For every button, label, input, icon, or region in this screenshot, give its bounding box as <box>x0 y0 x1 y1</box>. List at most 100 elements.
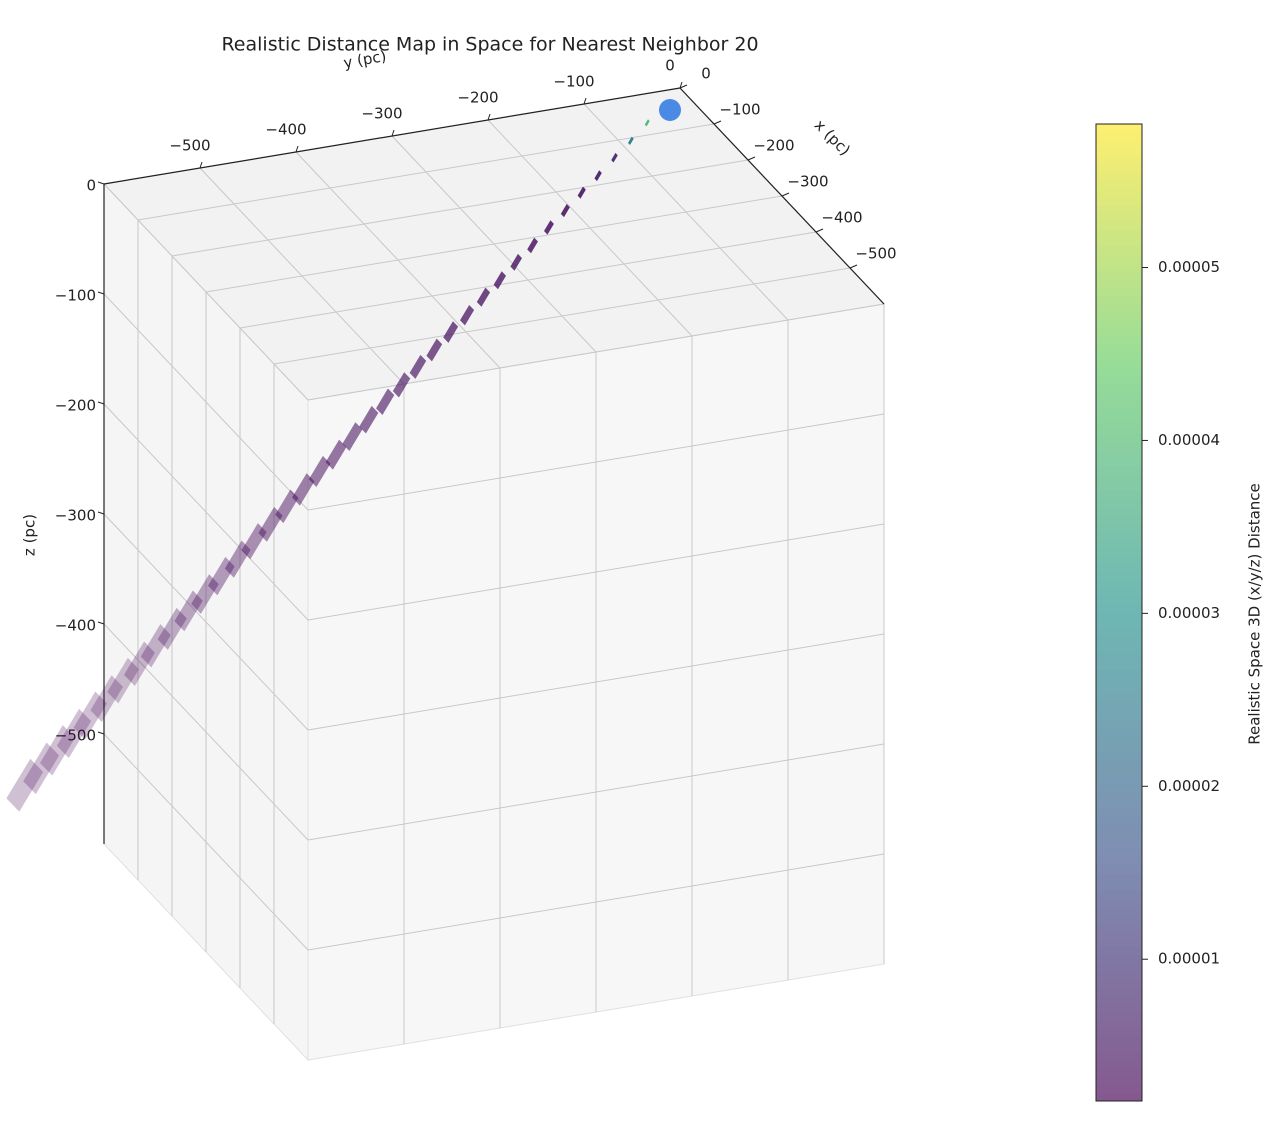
tick-mark <box>97 401 105 405</box>
tick-mark <box>679 84 688 89</box>
colorbar-segment <box>1096 856 1142 866</box>
data-point <box>40 725 76 776</box>
x-tick-label: 0 <box>701 65 711 83</box>
colorbar-segment <box>1096 783 1142 793</box>
colorbar-segment <box>1096 376 1142 386</box>
tick-mark <box>97 181 105 185</box>
grid-line <box>391 135 597 353</box>
colorbar <box>1096 124 1142 1102</box>
y-tick-label: −500 <box>169 137 210 155</box>
colorbar-segment <box>1096 750 1142 760</box>
colorbar-segment <box>1096 180 1142 190</box>
colorbar-segment <box>1096 970 1142 980</box>
data-point <box>157 607 187 650</box>
data-point <box>325 439 347 470</box>
data-point <box>460 304 475 326</box>
data-point <box>544 220 554 235</box>
colorbar-segment <box>1096 921 1142 931</box>
colorbar-segment <box>1096 1052 1142 1061</box>
colorbar-segment <box>1096 449 1142 459</box>
grid-line <box>103 513 309 731</box>
colorbar-segment <box>1096 848 1142 858</box>
data-point <box>594 170 602 182</box>
colorbar-segment <box>1096 400 1142 410</box>
data-point <box>107 657 139 704</box>
colorbar-segment <box>1096 954 1142 964</box>
colorbar-segment <box>1096 824 1142 833</box>
colorbar-segment <box>1096 221 1142 231</box>
colorbar-segment <box>1096 596 1142 605</box>
colorbar-segment <box>1096 303 1142 312</box>
data-point <box>174 590 203 632</box>
colorbar-segment <box>1096 311 1142 320</box>
colorbar-segment <box>1096 384 1142 394</box>
colorbar-segment <box>1096 913 1142 923</box>
colorbar-segment <box>1096 1035 1142 1045</box>
data-point <box>611 152 618 163</box>
x-tick-label: −100 <box>719 101 760 119</box>
target-point <box>659 99 681 121</box>
grid-line <box>199 167 405 385</box>
colorbar-segment <box>1096 433 1142 443</box>
colorbar-segment <box>1096 816 1142 825</box>
data-point <box>628 136 634 146</box>
colorbar-segment <box>1096 685 1142 695</box>
colorbar-segment <box>1096 579 1142 589</box>
tick-mark <box>199 161 203 169</box>
colorbar-segment <box>1096 710 1142 719</box>
colorbar-segment <box>1096 767 1142 776</box>
data-point <box>376 388 395 415</box>
data-point <box>241 523 267 560</box>
colorbar-segment <box>1096 539 1142 548</box>
data-point <box>90 675 123 722</box>
y-tick-label: 0 <box>665 57 675 75</box>
colorbar-segment <box>1096 563 1142 573</box>
data-point <box>292 473 315 506</box>
colorbar-segment <box>1096 197 1142 206</box>
colorbar-segment <box>1096 1084 1142 1094</box>
colorbar-segment <box>1096 840 1142 850</box>
tick-mark <box>679 81 683 89</box>
x-tick-label: −500 <box>855 245 896 263</box>
colorbar-segment <box>1096 1068 1142 1078</box>
tick-mark <box>781 192 790 197</box>
tick-mark <box>97 621 105 625</box>
data-point <box>258 506 283 542</box>
colorbar-segment <box>1096 140 1142 149</box>
data-point <box>577 186 586 199</box>
z-tick-label: 0 <box>86 177 96 195</box>
data-point <box>73 691 108 740</box>
colorbar-tick-label: 0.00004 <box>1158 431 1220 449</box>
data-point <box>359 405 379 434</box>
grid-line <box>295 151 501 369</box>
colorbar-segment <box>1096 832 1142 841</box>
colorbar-segment <box>1096 490 1142 500</box>
colorbar-segment <box>1096 669 1142 679</box>
y-tick-label: −300 <box>361 105 402 123</box>
colorbar-segment <box>1096 392 1142 402</box>
grid-line <box>307 413 885 511</box>
grid-line <box>307 743 885 841</box>
colorbar-segment <box>1096 987 1142 996</box>
colorbar-segment <box>1096 148 1142 158</box>
colorbar-segment <box>1096 791 1142 801</box>
tick-mark <box>97 291 105 295</box>
tick-mark <box>713 120 722 125</box>
colorbar-segment <box>1096 677 1142 687</box>
colorbar-segment <box>1096 278 1142 288</box>
colorbar-segment <box>1096 864 1142 874</box>
colorbar-segment <box>1096 205 1142 215</box>
tick-mark <box>583 97 587 105</box>
tick-mark <box>849 264 858 269</box>
colorbar-segment <box>1096 702 1142 711</box>
colorbar-segment <box>1096 742 1142 752</box>
colorbar-segment <box>1096 1019 1142 1029</box>
colorbar-segment <box>1096 547 1142 557</box>
z-tick-label: −100 <box>55 287 96 305</box>
colorbar-segment <box>1096 978 1142 988</box>
colorbar-frame <box>1095 123 1143 1102</box>
colorbar-segment <box>1096 351 1142 361</box>
colorbar-segment <box>1096 1011 1142 1021</box>
data-point <box>56 708 92 759</box>
colorbar-segment <box>1096 327 1142 337</box>
